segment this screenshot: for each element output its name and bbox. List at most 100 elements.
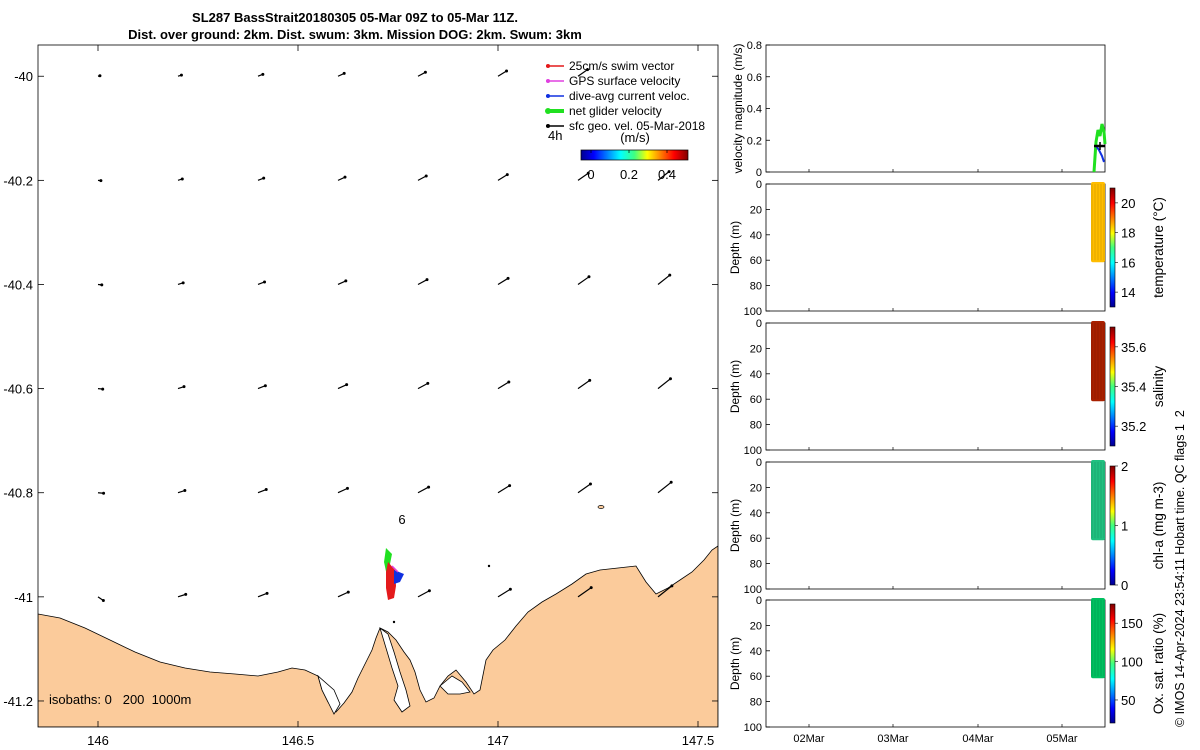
sfc-vector-head bbox=[262, 176, 266, 180]
panel-xtick-label: 04Mar bbox=[962, 733, 994, 745]
panel-3: 0 20 40 60 80 100 Depth (m) 35.2 35.4 35.6 salinit… bbox=[728, 318, 1166, 457]
map-ytick-label: -40.4 bbox=[3, 277, 33, 292]
panel-colorbar bbox=[1109, 326, 1116, 447]
panel-colorbar-tick-label: 50 bbox=[1121, 693, 1135, 708]
panel-ytick-label: 0 bbox=[756, 457, 762, 469]
glider-dive-current bbox=[394, 570, 404, 585]
sfc-vector bbox=[657, 585, 673, 598]
map-frame bbox=[37, 44, 719, 728]
legend-time: 4h bbox=[548, 128, 562, 143]
sfc-vector-head bbox=[345, 486, 349, 490]
sfc-vector bbox=[337, 384, 347, 390]
sfc-vector-head bbox=[102, 491, 106, 495]
isobath-label: isobaths: 0 200 1000m bbox=[49, 692, 191, 707]
sfc-vector-head bbox=[587, 275, 591, 279]
panel-ylabel: Depth (m) bbox=[728, 221, 742, 274]
sfc-vector-head bbox=[670, 584, 674, 588]
map-annotation: 6 bbox=[398, 512, 405, 527]
sfc-vector-head bbox=[181, 281, 185, 285]
sfc-vector bbox=[657, 481, 672, 494]
sfc-vector-head bbox=[427, 589, 431, 593]
sfc-vector-head bbox=[425, 278, 429, 282]
panel-colorbar-tick-label: 2 bbox=[1121, 459, 1128, 474]
panel-xtick-label: 03Mar bbox=[877, 733, 909, 745]
panel-ylabel: Depth (m) bbox=[728, 637, 742, 690]
sfc-vector-head bbox=[182, 385, 186, 389]
sfc-vector bbox=[577, 69, 588, 77]
sfc-vector bbox=[497, 588, 511, 598]
sfc-vector-head bbox=[588, 378, 592, 382]
panel-colorbar-label: Ox. sat. ratio (%) bbox=[1151, 613, 1166, 714]
map-ytick-label: -40.8 bbox=[3, 486, 33, 501]
legend-swatch-head-sfc bbox=[546, 124, 550, 128]
sfc-vector-head bbox=[507, 380, 511, 384]
panel-colorbar-tick-label: 35.6 bbox=[1121, 340, 1146, 355]
sfc-vector-head bbox=[101, 387, 105, 391]
sfc-vector-head bbox=[508, 484, 512, 488]
sfc-vector-head bbox=[345, 383, 349, 387]
sfc-vector bbox=[417, 175, 427, 181]
inlet-port-sorell bbox=[317, 674, 341, 715]
sfc-vector bbox=[497, 70, 507, 77]
legend-swatch-head-swim bbox=[546, 64, 550, 68]
panel-ylabel: Depth (m) bbox=[728, 360, 742, 413]
panel-ytick-label: 100 bbox=[744, 445, 762, 457]
sfc-vector-head bbox=[424, 174, 428, 178]
panel-ytick-label: 40 bbox=[750, 230, 762, 242]
panel-colorbar-tick-label: 14 bbox=[1121, 285, 1135, 300]
map-ytick-label: -41.2 bbox=[3, 694, 33, 709]
sfc-vector bbox=[337, 487, 348, 494]
sfc-vector-head bbox=[263, 384, 267, 388]
map-xtick-label: 146 bbox=[87, 733, 109, 748]
panel-ytick-label: 40 bbox=[750, 369, 762, 381]
legend-swatch-head-net bbox=[545, 108, 551, 114]
sfc-vector bbox=[577, 379, 591, 390]
sfc-vector-head bbox=[586, 68, 590, 72]
sfc-vector-head bbox=[588, 482, 592, 486]
sfc-vector bbox=[417, 486, 429, 494]
panel-colorbar-tick-label: 35.4 bbox=[1121, 380, 1146, 395]
panel-ytick-label: 20 bbox=[750, 620, 762, 632]
sfc-vector-head bbox=[668, 273, 672, 277]
sfc-vector bbox=[417, 382, 429, 390]
footer-credit: © IMOS 14-Apr-2024 23:54:11 Hobart time.… bbox=[1173, 410, 1187, 727]
colorbar-tick-label: 0.4 bbox=[658, 167, 676, 182]
panel-ytick-label: 80 bbox=[750, 697, 762, 709]
panel-axes bbox=[765, 322, 1106, 451]
sfc-vector-head bbox=[180, 177, 184, 181]
sfc-vector-head bbox=[589, 586, 593, 590]
sfc-vector bbox=[657, 171, 670, 181]
legend-swatch-head-gps bbox=[546, 79, 550, 83]
sfc-vector-head bbox=[668, 377, 672, 381]
panel-5: 0 20 40 60 80 100 Depth (m) 50 100 150 Ox. sat. ra… bbox=[728, 595, 1166, 745]
panel-colorbar bbox=[1109, 603, 1116, 724]
surface-vectors bbox=[97, 68, 674, 603]
chart-title-line1: SL287 BassStrait20180305 05-Mar 09Z to 0… bbox=[192, 10, 518, 25]
net-velocity-trace bbox=[1092, 123, 1107, 173]
sfc-vector-head bbox=[183, 489, 187, 493]
panel-colorbar-label: chl-a (mg m-3) bbox=[1151, 482, 1166, 570]
map-ticks: 146 146.5 147 147.5 -40 -40.2 -40.4 -40.6 -40.8 -… bbox=[3, 45, 718, 748]
map-ytick-label: -40.2 bbox=[3, 173, 33, 188]
sfc-vector-head bbox=[427, 485, 431, 489]
island bbox=[487, 564, 491, 568]
panel-ytick-label: 0.4 bbox=[747, 104, 762, 116]
panel-colorbar-tick-label: 16 bbox=[1121, 255, 1135, 270]
panel-ytick-label: 80 bbox=[750, 559, 762, 571]
legend-label-sfc: sfc geo. vel. 05-Mar-2018 bbox=[569, 119, 705, 133]
sfc-vector bbox=[577, 587, 592, 598]
panel-ytick-label: 20 bbox=[750, 343, 762, 355]
glider-track bbox=[384, 548, 404, 601]
sfc-vector bbox=[497, 485, 510, 494]
profile-block bbox=[1091, 321, 1105, 402]
sfc-vector-head bbox=[505, 69, 509, 73]
panel-colorbar-tick-label: 150 bbox=[1121, 616, 1143, 631]
panel-ytick-label: 0 bbox=[756, 318, 762, 330]
panel-ytick-label: 0.2 bbox=[747, 135, 762, 147]
sfc-vector-head bbox=[264, 488, 268, 492]
panel-ytick-label: 60 bbox=[750, 255, 762, 267]
sfc-vector-head bbox=[508, 587, 512, 591]
